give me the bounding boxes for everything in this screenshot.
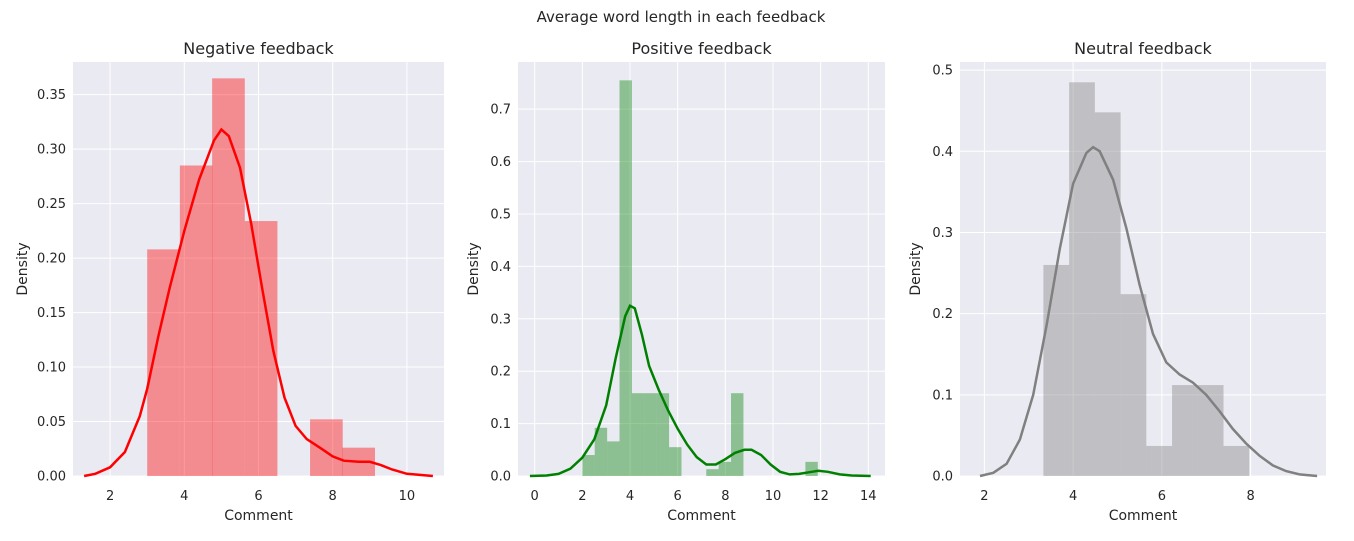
x-tick-label: 6: [674, 489, 682, 504]
positive-feedback-chart: 0 2 4 6 8 10 12 14 0.0 0.1 0.2 0.3 0.4 0.5 0.6 0.7 Pos…: [466, 39, 885, 524]
x-tick-label: 4: [1069, 489, 1077, 504]
histogram-bar: [669, 447, 682, 476]
x-tick-label: 8: [1246, 489, 1254, 504]
x-axis-label: Comment: [224, 508, 293, 524]
histogram-bar: [1043, 264, 1070, 476]
y-tick-label: 0.1: [932, 388, 953, 403]
neutral-feedback-chart: 2 4 6 8 0.0 0.1 0.2 0.3 0.4 0.5 Neutral feedback…: [908, 39, 1326, 524]
y-tick-label: 0.2: [490, 365, 511, 380]
y-tick-label: 0.20: [37, 252, 66, 267]
y-axis-label: Density: [908, 242, 924, 295]
x-axis-label: Comment: [667, 508, 736, 524]
plot-background: [960, 62, 1326, 476]
y-tick-label: 0.4: [490, 260, 511, 275]
x-tick-label: 6: [254, 489, 262, 504]
histogram-bar: [582, 455, 595, 476]
x-tick-label: 14: [860, 489, 877, 504]
histogram-bar: [607, 441, 620, 476]
y-tick-label: 0.25: [37, 197, 66, 212]
histogram-bar: [644, 393, 657, 476]
histogram-bar: [310, 419, 343, 476]
y-tick-label: 0.0: [490, 470, 511, 485]
y-tick-label: 0.10: [37, 361, 66, 376]
kde-curve: [529, 303, 871, 478]
y-tick-label: 0.05: [37, 415, 66, 430]
y-tick-label: 0.2: [932, 307, 953, 322]
histogram-bar: [718, 461, 732, 476]
x-tick-label: 0: [531, 489, 539, 504]
y-tick-label: 0.15: [37, 306, 66, 321]
x-axis-label: Comment: [1109, 508, 1178, 524]
histogram-bar: [619, 80, 632, 477]
y-tick-label: 0.4: [932, 145, 953, 160]
histogram-bar: [1172, 385, 1198, 476]
y-tick-label: 0.6: [490, 155, 511, 170]
chart-title: Positive feedback: [631, 39, 772, 58]
x-tick-label: 4: [180, 489, 188, 504]
histogram-bar: [179, 165, 213, 476]
x-tick-label: 10: [399, 489, 416, 504]
histogram-bar: [1069, 82, 1095, 476]
histogram-bar: [805, 461, 818, 476]
y-tick-label: 0.35: [37, 88, 66, 103]
y-tick-label: 0.1: [490, 417, 511, 432]
histogram-bar: [731, 393, 744, 476]
figure-suptitle: Average word length in each feedback: [537, 8, 826, 26]
x-tick-label: 2: [980, 489, 988, 504]
y-tick-label: 0.3: [490, 312, 511, 327]
y-tick-label: 0.7: [490, 103, 511, 118]
histogram-bar: [706, 469, 719, 476]
y-tick-label: 0.00: [37, 470, 66, 485]
x-tick-label: 2: [578, 489, 586, 504]
histogram-bar: [1120, 294, 1147, 476]
negative-feedback-chart: 2 4 6 8 10 0.000.050.100.150.200.250.300.35 …: [15, 39, 444, 524]
chart-title: Neutral feedback: [1074, 39, 1212, 58]
histogram-bar: [631, 393, 645, 476]
histogram-bar: [212, 78, 245, 476]
y-tick-label: 0.3: [932, 226, 953, 241]
histogram-bar: [1094, 112, 1121, 477]
x-tick-label: 8: [329, 489, 337, 504]
chart-title: Negative feedback: [183, 39, 334, 58]
histogram-bar: [1223, 445, 1250, 476]
kde-curve: [979, 145, 1318, 478]
histogram-bar: [594, 427, 608, 476]
y-tick-label: 0.5: [490, 207, 511, 222]
y-tick-label: 0.5: [932, 64, 953, 79]
plot-background: [518, 62, 885, 476]
y-axis-label: Density: [466, 242, 482, 295]
x-tick-label: 6: [1158, 489, 1166, 504]
histogram-bar: [1146, 445, 1173, 476]
y-tick-label: 0.0: [932, 470, 953, 485]
x-tick-label: 4: [626, 489, 634, 504]
x-tick-label: 8: [721, 489, 729, 504]
x-tick-label: 12: [812, 489, 829, 504]
x-tick-label: 2: [106, 489, 114, 504]
y-tick-label: 0.30: [37, 143, 66, 158]
y-axis-label: Density: [15, 242, 31, 295]
histogram-bar: [656, 393, 670, 476]
x-tick-label: 10: [765, 489, 782, 504]
kde-curve: [83, 127, 434, 478]
